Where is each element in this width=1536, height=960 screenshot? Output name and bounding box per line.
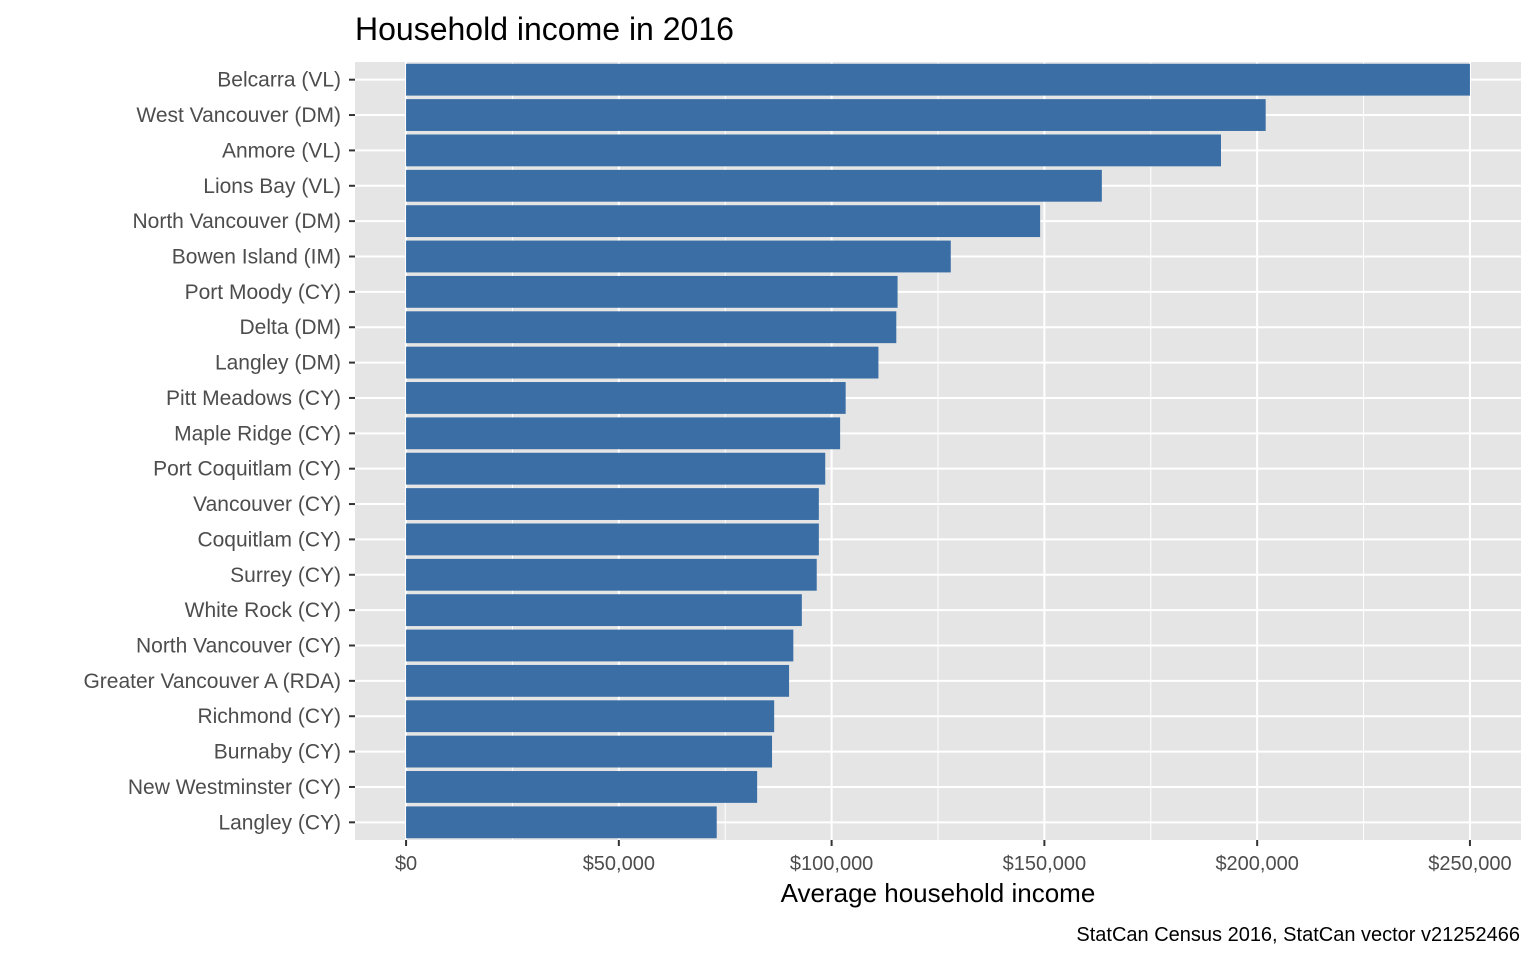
bar	[406, 806, 717, 839]
chart-caption: StatCan Census 2016, StatCan vector v212…	[1076, 924, 1520, 946]
x-tick-label: $200,000	[1215, 853, 1298, 875]
category-label: Langley (DM)	[215, 352, 341, 375]
bar	[406, 346, 879, 379]
bar	[406, 558, 817, 591]
bar	[406, 664, 790, 697]
category-label: Lions Bay (VL)	[203, 175, 341, 198]
bar	[406, 169, 1102, 202]
x-tick-label: $100,000	[790, 853, 873, 875]
x-axis-title: Average household income	[781, 878, 1096, 908]
category-label: White Rock (CY)	[185, 599, 341, 622]
bar	[406, 63, 1470, 96]
category-label: Bowen Island (IM)	[172, 246, 341, 269]
x-tick-labels: $0 $50,000 $100,000 $150,000 $200,000 $250,00…	[395, 840, 1512, 875]
category-labels: Belcarra (VL) West Vancouver (DM) Anmore (…	[83, 69, 355, 834]
chart-title: Household income in 2016	[355, 11, 734, 47]
category-label: Coquitlam (CY)	[197, 528, 341, 551]
bar	[406, 134, 1221, 167]
bars	[406, 63, 1470, 839]
bar	[406, 771, 758, 803]
category-label: New Westminster (CY)	[128, 776, 341, 799]
bar	[406, 382, 846, 414]
category-label: Richmond (CY)	[197, 705, 341, 728]
x-tick-label: $0	[395, 853, 417, 875]
bar	[406, 311, 897, 344]
category-label: Burnaby (CY)	[214, 741, 341, 764]
bar	[406, 700, 775, 733]
category-label: Anmore (VL)	[222, 139, 341, 162]
x-tick-label: $150,000	[1003, 853, 1086, 875]
bar	[406, 275, 898, 308]
category-label: North Vancouver (CY)	[136, 635, 341, 658]
bar	[406, 205, 1041, 238]
category-label: Greater Vancouver A (RDA)	[83, 670, 341, 693]
category-label: North Vancouver (DM)	[132, 210, 341, 233]
x-tick-label: $250,000	[1428, 853, 1511, 875]
bar	[406, 99, 1266, 131]
bar	[406, 452, 826, 485]
category-label: Surrey (CY)	[230, 564, 341, 587]
category-label: Maple Ridge (CY)	[174, 422, 341, 445]
category-label: Belcarra (VL)	[217, 69, 341, 92]
bar	[406, 594, 802, 627]
category-label: Langley (CY)	[218, 811, 341, 834]
category-label: Vancouver (CY)	[193, 493, 341, 516]
bar	[406, 488, 819, 520]
category-label: Pitt Meadows (CY)	[166, 387, 341, 410]
bar	[406, 629, 794, 662]
bar	[406, 417, 841, 450]
bar	[406, 523, 819, 556]
category-label: Delta (DM)	[239, 316, 341, 339]
category-label: West Vancouver (DM)	[136, 104, 341, 127]
category-label: Port Moody (CY)	[185, 281, 341, 304]
bar	[406, 240, 951, 273]
x-tick-label: $50,000	[583, 853, 655, 875]
bar	[406, 735, 773, 768]
category-label: Port Coquitlam (CY)	[153, 458, 341, 481]
